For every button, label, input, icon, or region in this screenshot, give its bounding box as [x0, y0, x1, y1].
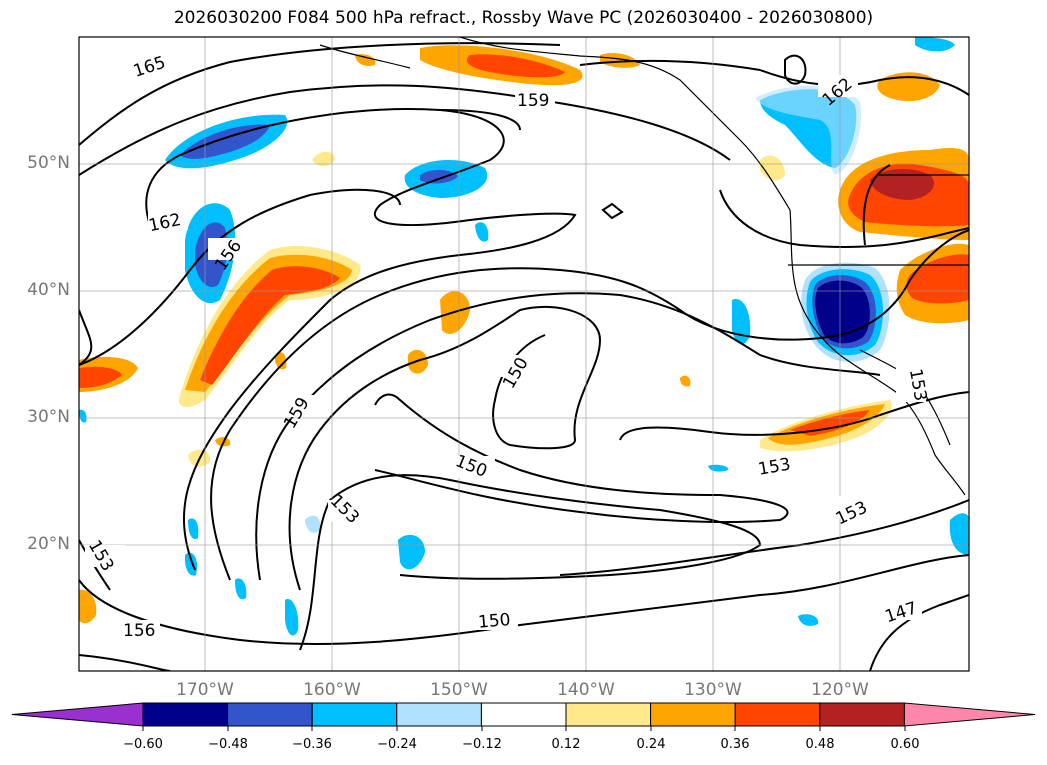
colorbar-tick-label: 0.24: [621, 737, 681, 752]
colorbar-tick-label: −0.36: [282, 737, 342, 752]
lon-label-160: 160°W: [292, 680, 372, 700]
colorbar-segment: [143, 703, 228, 726]
colorbar-tick-label: 0.12: [536, 737, 596, 752]
colorbar-segment: [481, 703, 566, 726]
colorbar: [12, 703, 1035, 726]
lat-label-50: 50°N: [10, 153, 70, 173]
lat-label-40: 40°N: [10, 280, 70, 300]
lat-label-20: 20°N: [10, 534, 70, 554]
lat-label-30: 30°N: [10, 407, 70, 427]
colorbar-extend-high: [904, 703, 1035, 726]
contour-label: 159: [517, 91, 549, 111]
contour-label: 150: [477, 610, 511, 633]
colorbar-ticks: [143, 726, 905, 731]
colorbar-segment: [228, 703, 313, 726]
lon-label-140: 140°W: [546, 680, 626, 700]
colorbar-segment: [820, 703, 905, 726]
lon-label-120: 120°W: [800, 680, 880, 700]
colorbar-tick-label: −0.48: [198, 737, 258, 752]
lon-label-170: 170°W: [165, 680, 245, 700]
colorbar-extend-low: [12, 703, 143, 726]
colorbar-segment: [312, 703, 397, 726]
colorbar-tick-label: 0.48: [790, 737, 850, 752]
colorbar-segment: [397, 703, 482, 726]
lon-label-150: 150°W: [419, 680, 499, 700]
colorbar-segment: [651, 703, 736, 726]
colorbar-tick-label: −0.24: [367, 737, 427, 752]
colorbar-tick-label: −0.60: [113, 737, 173, 752]
colorbar-segment: [566, 703, 651, 726]
colorbar-tick-label: −0.12: [452, 737, 512, 752]
colorbar-tick-label: 0.36: [705, 737, 765, 752]
lon-label-130: 130°W: [673, 680, 753, 700]
contour-label: 156: [123, 621, 155, 641]
colorbar-tick-label: 0.60: [875, 737, 935, 752]
colorbar-segment: [735, 703, 820, 726]
